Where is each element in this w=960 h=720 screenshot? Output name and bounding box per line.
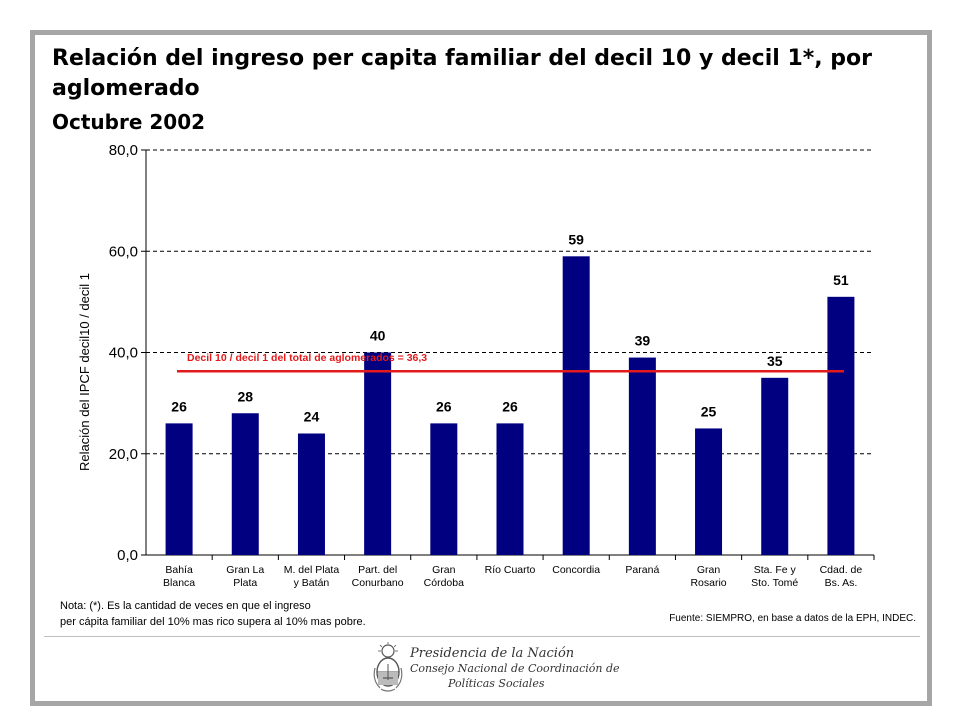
chart-subtitle: Octubre 2002 bbox=[52, 110, 206, 134]
x-tick-label: y Batán bbox=[294, 577, 330, 589]
data-label: 25 bbox=[701, 403, 717, 419]
chart-note: Nota: (*). Es la cantidad de veces en qu… bbox=[60, 598, 366, 630]
bar bbox=[297, 433, 325, 555]
footer-institution: Presidencia de la Nación Consejo Naciona… bbox=[410, 646, 620, 691]
x-tick-label: Gran La bbox=[226, 564, 264, 576]
x-tick-label: Río Cuarto bbox=[485, 564, 536, 576]
bar bbox=[827, 296, 855, 555]
data-label: 40 bbox=[370, 328, 386, 344]
footer-line-1: Presidencia de la Nación bbox=[410, 646, 575, 661]
data-label: 26 bbox=[436, 398, 452, 414]
x-tick-label: Sta. Fe y bbox=[754, 564, 797, 576]
note-line-2: per cápita familiar del 10% mas rico sup… bbox=[60, 616, 366, 628]
bar-chart: 0,0 20,0 40,0 60,0 80,0 Relación del IPCF dec… bbox=[77, 142, 875, 589]
x-tick-label: Bs. As. bbox=[825, 577, 858, 589]
bar bbox=[430, 423, 458, 555]
footer-line-2: Consejo Nacional de Coordinación de bbox=[410, 662, 620, 675]
x-tick-label: Blanca bbox=[163, 577, 195, 589]
x-tick-label: Cdad. de bbox=[820, 564, 863, 576]
chart-source: Fuente: SIEMPRO, en base a datos de la E… bbox=[669, 613, 916, 624]
bar bbox=[364, 352, 392, 555]
bar bbox=[496, 423, 524, 555]
x-tick-label: Paraná bbox=[625, 564, 659, 576]
bar bbox=[562, 256, 590, 555]
x-tick-label: Córdoba bbox=[424, 577, 464, 589]
x-tick-label: M. del Plata bbox=[284, 564, 340, 576]
data-label: 59 bbox=[568, 231, 584, 247]
bar bbox=[695, 428, 723, 555]
note-line-1: Nota: (*). Es la cantidad de veces en qu… bbox=[60, 600, 311, 612]
x-tick-label: Gran bbox=[432, 564, 456, 576]
x-tick-label: Rosario bbox=[690, 577, 726, 589]
x-tick-label: Conurbano bbox=[352, 577, 404, 589]
data-label: 28 bbox=[237, 388, 253, 404]
y-axis-label: Relación del IPCF decil10 / decil 1 bbox=[77, 273, 92, 471]
data-label: 39 bbox=[635, 333, 651, 349]
x-tick-label: Sto. Tomé bbox=[751, 577, 798, 589]
bar bbox=[231, 413, 259, 555]
x-tick-label: Bahía bbox=[165, 564, 193, 576]
bar bbox=[628, 357, 656, 555]
y-tick-label: 20,0 bbox=[109, 446, 138, 463]
data-label: 26 bbox=[171, 398, 187, 414]
slide-frame bbox=[30, 30, 932, 706]
x-tick-label: Plata bbox=[233, 577, 257, 589]
coat-of-arms-icon bbox=[373, 642, 403, 692]
footer-line-3: Políticas Sociales bbox=[448, 677, 545, 690]
data-label: 26 bbox=[502, 398, 518, 414]
bar bbox=[761, 377, 789, 555]
reference-line-label: Decil 10 / decil 1 del total de aglomera… bbox=[187, 352, 427, 364]
chart-title: Relación del ingreso per capita familiar… bbox=[52, 46, 873, 101]
footer-divider bbox=[44, 636, 920, 637]
bar bbox=[165, 423, 193, 555]
y-tick-label: 0,0 bbox=[117, 547, 138, 564]
x-tick-label: Gran bbox=[697, 564, 721, 576]
y-tick-label: 80,0 bbox=[109, 142, 138, 159]
x-tick-label: Part. del bbox=[358, 564, 397, 576]
data-label: 24 bbox=[304, 409, 320, 425]
data-label: 51 bbox=[833, 272, 849, 288]
data-label: 35 bbox=[767, 353, 783, 369]
y-tick-label: 60,0 bbox=[109, 243, 138, 260]
y-tick-label: 40,0 bbox=[109, 345, 138, 362]
x-tick-label: Concordia bbox=[552, 564, 600, 576]
